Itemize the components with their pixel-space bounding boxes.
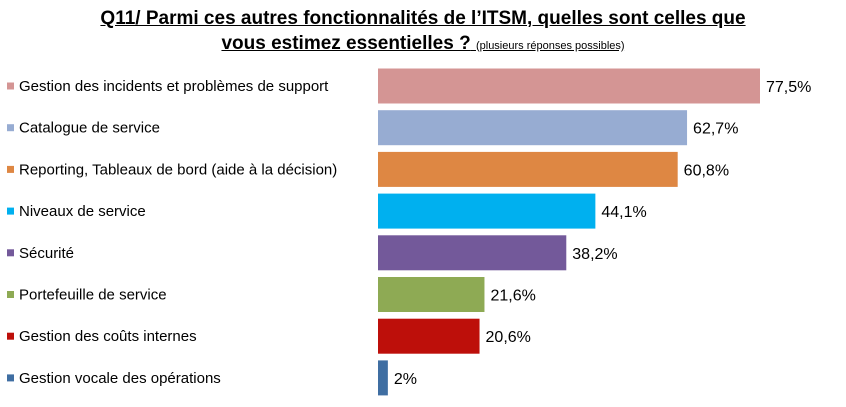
value-label-portefeuille-de-service: 21,6% bbox=[490, 288, 535, 305]
category-marker-gestion-des-incidents-et-problemes-de-support bbox=[7, 82, 14, 90]
category-label-catalogue-de-service: Catalogue de service bbox=[19, 120, 160, 137]
bar-securite bbox=[378, 235, 567, 271]
chart-title-line1: Q11/ Parmi ces autres fonctionnalités de… bbox=[100, 8, 746, 29]
category-label-portefeuille-de-service: Portefeuille de service bbox=[19, 287, 167, 304]
bar-reporting-tableaux-de-bord-aide-a-la-decision bbox=[378, 151, 678, 187]
bar-gestion-vocale-des-operations bbox=[378, 360, 388, 396]
value-label-niveaux-de-service: 44,1% bbox=[601, 204, 646, 221]
value-label-gestion-des-couts-internes: 20,6% bbox=[486, 329, 531, 346]
chart-title: Q11/ Parmi ces autres fonctionnalités de… bbox=[0, 6, 846, 59]
chart-title-line2: vous estimez essentielles ? (plusieurs r… bbox=[0, 31, 846, 59]
category-label-gestion-des-incidents-et-problemes-de-support: Gestion des incidents et problèmes de su… bbox=[19, 78, 329, 95]
bar-portefeuille-de-service bbox=[378, 277, 485, 312]
value-label-securite: 38,2% bbox=[572, 246, 617, 263]
category-marker-securite bbox=[7, 249, 14, 257]
bar-niveaux-de-service bbox=[378, 193, 596, 229]
category-label-reporting-tableaux-de-bord-aide-a-la-decision: Reporting, Tableaux de bord (aide à la d… bbox=[19, 161, 337, 178]
category-label-gestion-vocale-des-operations: Gestion vocale des opérations bbox=[19, 370, 221, 387]
category-label-gestion-des-couts-internes: Gestion des coûts internes bbox=[19, 328, 197, 345]
bar-gestion-des-incidents-et-problemes-de-support bbox=[378, 68, 760, 104]
bar-gestion-des-couts-internes bbox=[378, 318, 480, 354]
value-label-catalogue-de-service: 62,7% bbox=[693, 121, 738, 138]
category-marker-gestion-des-couts-internes bbox=[7, 332, 14, 340]
category-marker-gestion-vocale-des-operations bbox=[7, 374, 14, 382]
chart-title-note: (plusieurs réponses possibles) bbox=[475, 40, 625, 52]
category-marker-reporting-tableaux-de-bord-aide-a-la-decision bbox=[7, 165, 14, 173]
value-label-gestion-des-incidents-et-problemes-de-support: 77,5% bbox=[766, 79, 811, 96]
category-marker-niveaux-de-service bbox=[7, 207, 14, 215]
category-label-niveaux-de-service: Niveaux de service bbox=[19, 203, 146, 220]
category-marker-portefeuille-de-service bbox=[7, 291, 14, 298]
value-label-reporting-tableaux-de-bord-aide-a-la-decision: 60,8% bbox=[684, 162, 729, 179]
bar-catalogue-de-service bbox=[378, 110, 688, 146]
chart-title-line2-text: vous estimez essentielles ? bbox=[221, 33, 471, 54]
value-label-gestion-vocale-des-operations: 2% bbox=[394, 371, 417, 388]
category-label-securite: Sécurité bbox=[19, 245, 74, 262]
category-marker-catalogue-de-service bbox=[7, 124, 14, 132]
